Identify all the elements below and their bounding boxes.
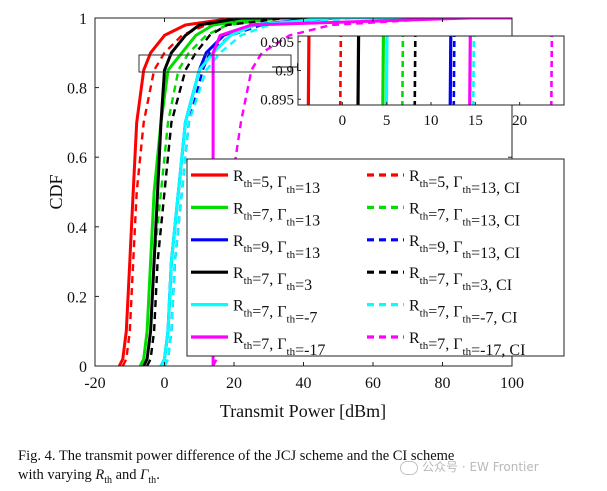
watermark: 公众号 · EW Frontier <box>400 458 539 475</box>
y-tick-label: 0.2 <box>67 289 87 306</box>
legend-label: Rth=5, Γth=13 <box>233 168 320 197</box>
x-tick-label: 100 <box>500 375 524 392</box>
legend-label: Rth=7, Γth=3, CI <box>409 265 512 294</box>
wechat-icon <box>400 460 418 475</box>
y-tick-label: 0.8 <box>67 81 87 98</box>
inset-line-2 <box>338 36 343 105</box>
x-tick-label: 80 <box>435 375 451 392</box>
inset-x-tick-label: 20 <box>512 113 527 129</box>
cdf-line-4 <box>142 18 512 366</box>
caption-line-2: with varying Rth and Γth. <box>18 467 160 486</box>
inset-y-axis: 0.895 0.9 0.905 <box>260 35 301 108</box>
y-tick-label: 0 <box>79 359 87 376</box>
x-tick-label: 0 <box>161 375 169 392</box>
inset-line-6 <box>401 36 405 105</box>
inset-line-12 <box>550 36 554 105</box>
inset-line-1 <box>306 36 311 105</box>
inset-line-8 <box>448 36 453 105</box>
inset-curves <box>306 36 554 105</box>
inset-panel <box>298 36 564 105</box>
y-tick-label: 0.4 <box>67 220 87 237</box>
inset-y-tick-label: 0.905 <box>260 35 294 51</box>
x-tick-label: 20 <box>226 375 242 392</box>
cdf-line-7 <box>142 18 512 366</box>
cdf-line-3 <box>138 18 512 366</box>
inset-line-5 <box>384 36 389 105</box>
legend-label: Rth=7, Γth=-7, CI <box>409 298 517 327</box>
legend-label: Rth=5, Γth=13, CI <box>409 168 520 197</box>
legend-label: Rth=9, Γth=13 <box>233 233 320 262</box>
inset-line-7 <box>413 36 417 105</box>
legend: Rth=5, Γth=13 Rth=5, Γth=13, CI Rth=7, Γth… <box>186 158 565 359</box>
x-tick-label: -20 <box>84 375 105 392</box>
x-tick-label: 40 <box>296 375 312 392</box>
x-axis: -20 0 20 40 60 80 100 <box>84 18 524 392</box>
legend-label: Rth=7, Γth=-17 <box>233 330 325 359</box>
legend-box <box>186 158 565 357</box>
caption-line-1: Fig. 4. The transmit power difference of… <box>18 448 455 464</box>
inset-x-axis: 0 5 10 15 20 <box>339 102 527 129</box>
cdf-line-8 <box>146 18 512 366</box>
legend-label: Rth=7, Γth=13, CI <box>409 200 520 229</box>
inset-line-3 <box>356 36 361 105</box>
x-tick-label: 60 <box>365 375 381 392</box>
legend-label: Rth=7, Γth=-17, CI <box>409 330 525 359</box>
inset-x-tick-label: 10 <box>424 113 439 129</box>
y-axis-label: CDF <box>46 174 66 209</box>
zoom-marker-box <box>138 54 292 73</box>
cdf-line-1 <box>117 18 512 366</box>
inset-line-11 <box>471 36 476 105</box>
y-tick-label: 1 <box>79 11 87 28</box>
inset-line-10 <box>468 36 472 105</box>
figure-caption: Fig. 4. The transmit power difference of… <box>18 447 598 490</box>
inset-line-4 <box>381 36 386 105</box>
legend-label: Rth=7, Γth=3 <box>233 265 312 294</box>
x-axis-label: Transmit Power [dBm] <box>220 401 386 421</box>
y-axis: 0 0.2 0.4 0.6 0.8 1 <box>67 11 512 376</box>
legend-label: Rth=7, Γth=-7 <box>233 298 317 327</box>
legend-label: Rth=7, Γth=13 <box>233 200 320 229</box>
inset-x-tick-label: 0 <box>339 113 347 129</box>
inset-y-tick-label: 0.9 <box>275 64 294 80</box>
y-tick-label: 0.6 <box>67 150 87 167</box>
inset-x-tick-label: 5 <box>383 113 391 129</box>
inset-x-tick-label: 15 <box>468 113 483 129</box>
inset-y-tick-label: 0.895 <box>260 92 294 108</box>
inset-line-9 <box>452 36 456 105</box>
cdf-line-12 <box>212 18 512 366</box>
legend-label: Rth=9, Γth=13, CI <box>409 233 520 262</box>
